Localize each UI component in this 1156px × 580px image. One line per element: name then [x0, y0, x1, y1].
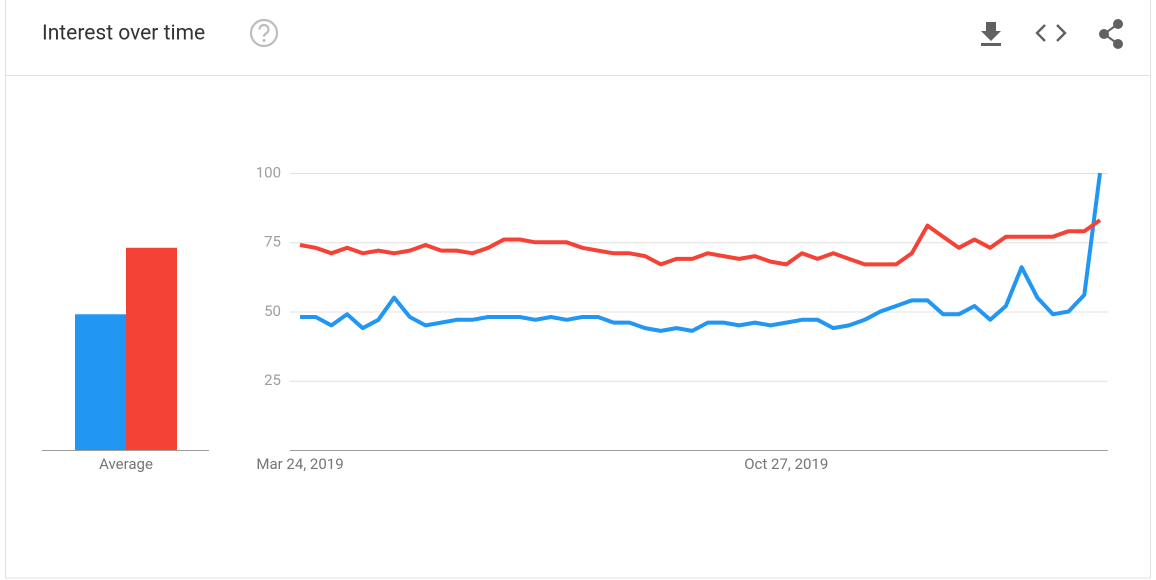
x-tick-label: Average: [99, 455, 153, 473]
x-tick-label: Mar 24, 2019: [256, 455, 343, 473]
help-icon[interactable]: [249, 18, 279, 48]
x-tick-label: Oct 27, 2019: [744, 455, 828, 473]
average-bar: [126, 247, 177, 450]
y-tick-label: 50: [264, 302, 281, 320]
trend-line: [299, 218, 1102, 267]
card-border: [5, 0, 1151, 579]
header-title: Interest over time: [42, 22, 205, 46]
average-bar: [75, 314, 126, 450]
y-tick-label: 75: [264, 233, 281, 251]
download-icon[interactable]: [981, 22, 1001, 46]
trend-line: [300, 172, 1102, 333]
share-icon[interactable]: [1099, 19, 1123, 49]
y-tick-label: 100: [256, 163, 281, 181]
embed-icon[interactable]: [1035, 24, 1067, 42]
y-tick-label: 25: [264, 371, 281, 389]
